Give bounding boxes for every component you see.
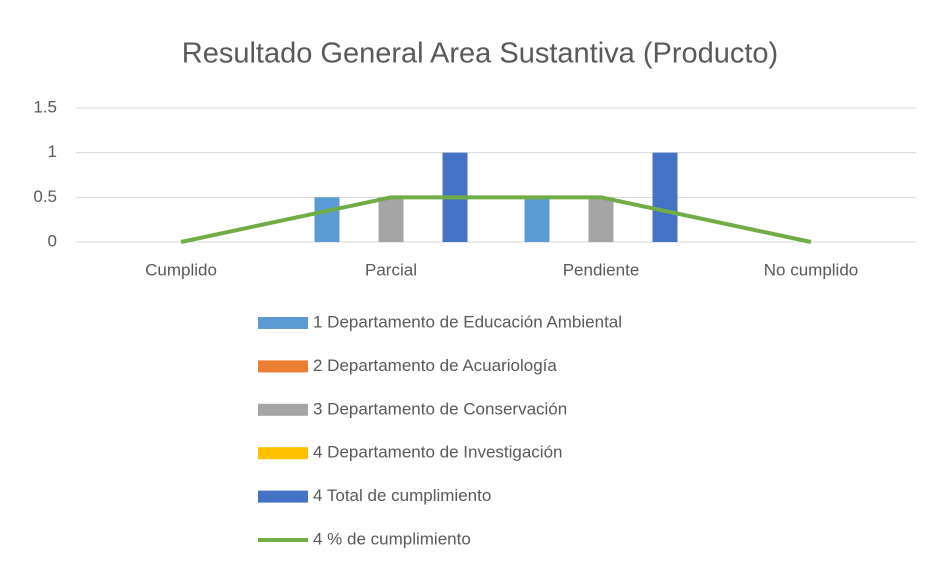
legend-swatch — [258, 403, 308, 416]
legend-label: 2 Departamento de Acuariología — [313, 356, 557, 375]
bar — [652, 152, 678, 242]
x-tick-label: No cumplido — [764, 260, 859, 279]
bar — [378, 197, 404, 242]
y-tick-label: 1.5 — [33, 97, 57, 116]
legend-swatch — [258, 360, 308, 373]
bar — [588, 197, 614, 242]
legend-swatch — [258, 490, 308, 503]
legend-swatch — [258, 447, 308, 460]
x-tick-label: Pendiente — [563, 260, 640, 279]
x-tick-label: Parcial — [365, 260, 417, 279]
legend-label: 1 Departamento de Educación Ambiental — [313, 312, 622, 331]
y-tick-label: 1 — [48, 142, 57, 161]
x-tick-label: Cumplido — [145, 260, 217, 279]
legend-label: 4 Departamento de Investigación — [313, 443, 563, 462]
line — [180, 195, 812, 244]
bar — [314, 197, 340, 242]
legend-label: 4 Total de cumplimiento — [313, 486, 491, 505]
legend-label: 4 % de cumplimiento — [313, 529, 471, 548]
bar — [524, 197, 550, 242]
legend-swatch — [258, 317, 308, 329]
y-tick-label: 0.5 — [33, 187, 57, 206]
y-tick-label: 0 — [48, 231, 57, 250]
legend-label: 3 Departamento de Conservación — [313, 399, 567, 418]
chart-title: Resultado General Area Sustantiva (Produ… — [182, 38, 778, 70]
